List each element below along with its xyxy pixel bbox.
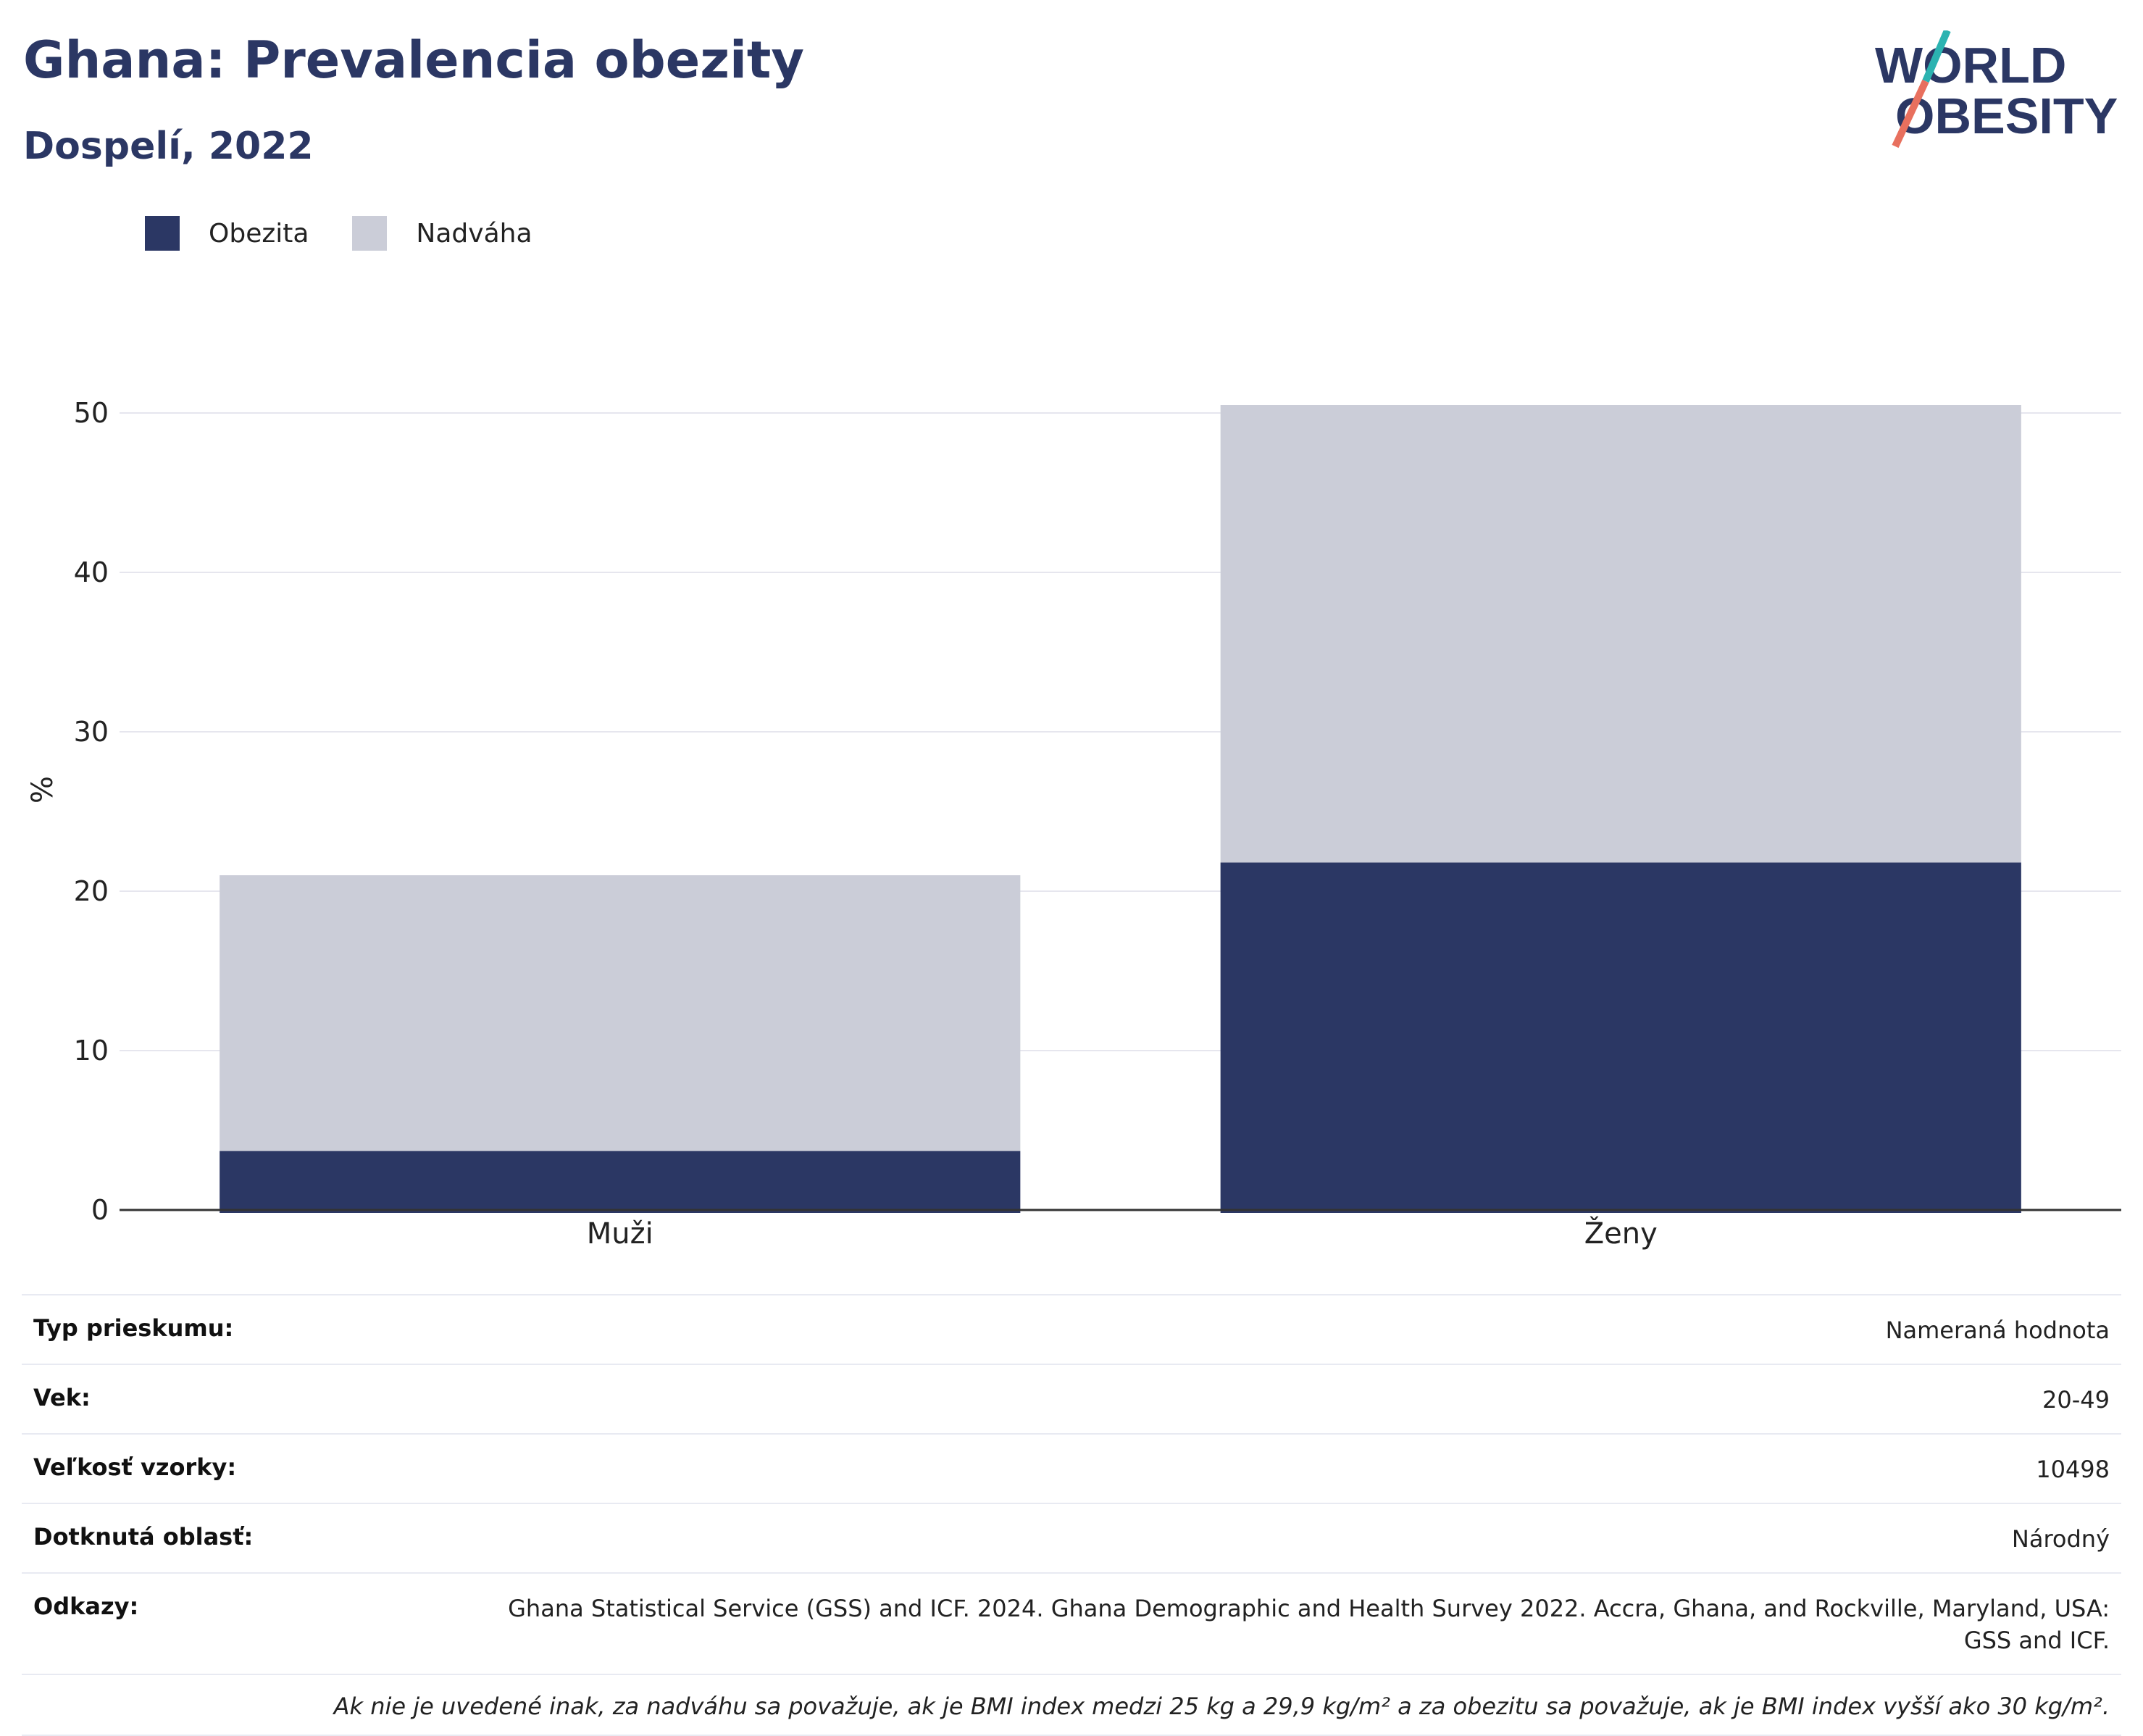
info-row-survey-type: Typ prieskumu: Nameraná hodnota — [22, 1294, 2121, 1364]
info-value: Ghana Statistical Service (GSS) and ICF.… — [508, 1595, 2110, 1654]
y-tick-label: 30 — [74, 716, 109, 748]
chart-legend: Obezita Nadváha — [145, 216, 576, 251]
svg-text:OBESITY: OBESITY — [1895, 88, 2118, 144]
info-value: Nameraná hodnota — [1885, 1316, 2110, 1344]
legend-item-overweight[interactable]: Nadváha — [352, 216, 532, 251]
legend-label-obesity: Obezita — [209, 218, 309, 249]
info-value: Národný — [2011, 1525, 2110, 1553]
y-tick-label: 50 — [74, 397, 109, 429]
info-row-age: Vek: 20-49 — [22, 1364, 2121, 1433]
info-value: 20-49 — [2042, 1386, 2110, 1414]
y-axis-label: % — [26, 776, 59, 804]
bar-obesity-1 — [1220, 862, 2021, 1213]
info-key: Vek: — [33, 1384, 91, 1411]
y-tick-label: 10 — [74, 1035, 109, 1067]
legend-swatch-overweight — [352, 216, 388, 251]
y-tick-label: 20 — [74, 875, 109, 907]
page-title: Ghana: Prevalencia obezity — [23, 30, 805, 90]
info-key: Dotknutá oblasť: — [33, 1523, 254, 1551]
bmi-definition-note: Ak nie je uvedené inak, za nadváhu sa po… — [22, 1674, 2121, 1736]
info-row-sample-size: Veľkosť vzorky: 10498 — [22, 1433, 2121, 1503]
y-tick-label: 0 — [91, 1194, 109, 1226]
x-tick-label: Ženy — [1584, 1216, 1658, 1251]
info-key: Veľkosť vzorky: — [33, 1453, 237, 1481]
svg-text:WORLD: WORLD — [1875, 37, 2066, 93]
legend-swatch-obesity — [145, 216, 180, 251]
bar-obesity-0 — [220, 1151, 1021, 1213]
survey-info-table: Typ prieskumu: Nameraná hodnota Vek: 20-… — [22, 1294, 2121, 1736]
bar-overweight-1 — [1220, 405, 2021, 863]
info-row-area: Dotknutá oblasť: Národný — [22, 1503, 2121, 1572]
bar-chart: 0 10 20 30 40 50% Muži Ženy — [26, 397, 2121, 1251]
info-key: Typ prieskumu: — [33, 1314, 234, 1342]
y-tick-label: 40 — [74, 556, 109, 588]
legend-item-obesity[interactable]: Obezita — [145, 216, 309, 251]
legend-label-overweight: Nadváha — [416, 218, 532, 249]
x-tick-label: Muži — [587, 1217, 653, 1251]
page-subtitle: Dospelí, 2022 — [23, 125, 314, 168]
info-key: Odkazy: — [33, 1593, 139, 1620]
info-row-references: Odkazy: Ghana Statistical Service (GSS) … — [22, 1572, 2121, 1674]
info-value: 10498 — [2036, 1456, 2110, 1483]
bar-overweight-0 — [220, 875, 1021, 1151]
world-obesity-logo: WORLD OBESITY — [1875, 30, 2118, 149]
